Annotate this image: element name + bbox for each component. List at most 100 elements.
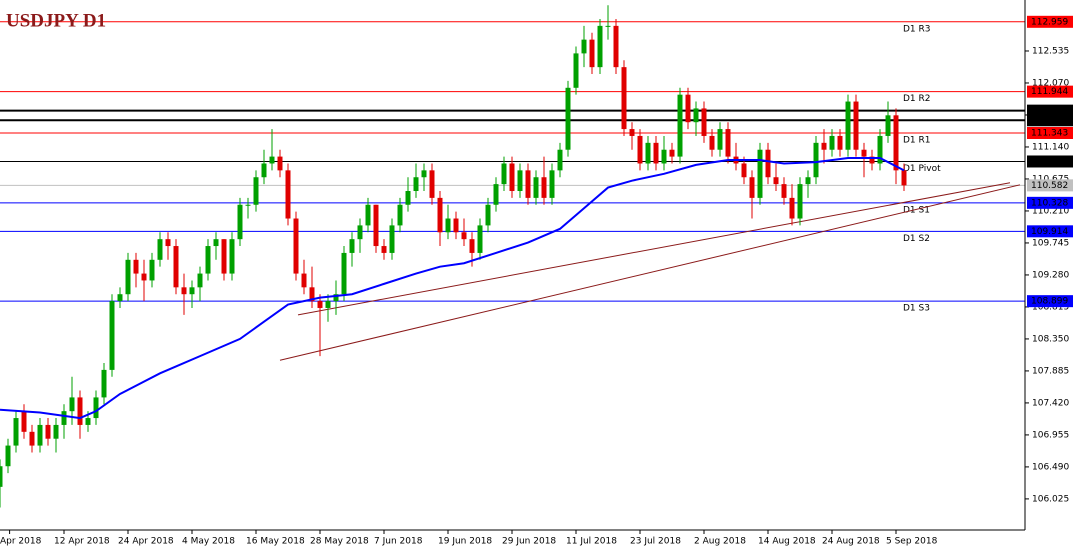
- candle-body: [261, 163, 267, 178]
- y-tick-label: 106.025: [1032, 494, 1069, 504]
- chart-title: USDJPY D1: [6, 10, 106, 31]
- x-tick-label: 24 Aug 2018: [822, 537, 880, 547]
- candle-body: [109, 301, 115, 370]
- candle-body: [773, 177, 779, 185]
- x-tick-label: 24 Apr 2018: [118, 537, 174, 547]
- level-price-box: [1027, 114, 1073, 127]
- candle-body: [317, 301, 323, 308]
- candle-body: [829, 135, 835, 150]
- candle-body: [637, 135, 643, 164]
- level-price-box: [1027, 85, 1073, 98]
- candle-body: [461, 232, 467, 240]
- y-tick-label: 107.885: [1032, 366, 1069, 376]
- candle-body: [669, 149, 675, 157]
- level-price: 112.959: [1031, 17, 1068, 27]
- candle-body: [197, 273, 203, 288]
- candle-body: [285, 170, 291, 219]
- level-price: 111.668: [1031, 106, 1068, 116]
- candle-body: [477, 225, 483, 253]
- candle-body: [37, 424, 43, 446]
- candle-body: [365, 204, 371, 226]
- y-tick-label: 112.070: [1032, 78, 1069, 88]
- candle-body: [133, 259, 139, 274]
- candle-body: [565, 87, 571, 150]
- candle-body: [621, 67, 627, 130]
- y-tick-label: 106.955: [1032, 430, 1069, 440]
- candle-body: [613, 25, 619, 68]
- candle-body: [893, 115, 899, 171]
- candle-body: [189, 287, 195, 295]
- level-price-box: [1027, 295, 1073, 308]
- candle-body: [253, 177, 259, 205]
- candle-body: [205, 246, 211, 274]
- candle-body: [341, 252, 347, 295]
- candle-body: [117, 294, 123, 302]
- candle-body: [557, 149, 563, 171]
- candle-body: [229, 239, 235, 274]
- level-price-box: [1027, 155, 1073, 168]
- candle-body: [29, 431, 35, 446]
- level-price-box: [1027, 126, 1073, 139]
- candle-body: [469, 239, 475, 253]
- level-price: 111.944: [1031, 87, 1068, 97]
- level-label: D1 S3: [903, 304, 930, 314]
- x-tick-label: 14 Aug 2018: [758, 537, 816, 547]
- candle-body: [581, 39, 587, 54]
- candle-body: [373, 204, 379, 247]
- candle-body: [549, 170, 555, 198]
- x-tick-label: 23 Jul 2018: [630, 537, 681, 547]
- candle-body: [0, 466, 3, 487]
- level-price: 110.929: [1031, 157, 1068, 167]
- y-tick-label: 112.535: [1032, 46, 1069, 56]
- candle-body: [125, 259, 131, 295]
- candle-body: [293, 218, 299, 274]
- x-tick-label: 4 May 2018: [182, 537, 235, 547]
- candle-body: [805, 177, 811, 185]
- x-tick-label: 16 May 2018: [246, 537, 305, 547]
- candle-body: [309, 287, 315, 302]
- candle-body: [653, 142, 659, 164]
- candle-body: [429, 170, 435, 198]
- candle-body: [53, 424, 59, 439]
- candle-body: [421, 170, 427, 178]
- candle-body: [437, 197, 443, 233]
- candle-body: [709, 135, 715, 150]
- level-price-box: [1027, 104, 1073, 117]
- candle-body: [885, 115, 891, 136]
- candle-body: [813, 142, 819, 178]
- x-tick-label: 2 Aug 2018: [694, 537, 746, 547]
- y-tick-label: 109.745: [1032, 238, 1069, 248]
- y-tick-label: 110.210: [1032, 206, 1069, 216]
- candle-body: [493, 184, 499, 205]
- candle-body: [853, 101, 859, 150]
- candle-body: [901, 170, 907, 186]
- x-tick-label: 5 Sep 2018: [886, 537, 938, 547]
- y-tick-label: 109.280: [1032, 270, 1069, 280]
- candle-body: [533, 177, 539, 198]
- candle-body: [789, 197, 795, 219]
- candle-body: [877, 135, 883, 164]
- candle-body: [741, 163, 747, 178]
- y-tick-label: 111.140: [1032, 142, 1069, 152]
- level-label: D1 R2: [903, 94, 931, 104]
- candle-body: [453, 218, 459, 233]
- x-tick-label: Apr 2018: [0, 537, 42, 547]
- candle-body: [677, 94, 683, 157]
- y-tick-label: 108.815: [1032, 302, 1069, 312]
- candle-body: [269, 156, 275, 164]
- level-price: 111.343: [1031, 128, 1068, 138]
- moving-average: [0, 156, 905, 420]
- x-tick-label: 28 May 2018: [310, 537, 369, 547]
- candle-body: [405, 191, 411, 205]
- candle-body: [13, 418, 19, 446]
- candle-body: [181, 287, 187, 295]
- candle-body: [69, 397, 75, 412]
- level-price: 108.899: [1031, 297, 1068, 307]
- candle-body: [573, 53, 579, 88]
- candle-body: [525, 170, 531, 198]
- y-tick-label: 106.490: [1032, 462, 1069, 472]
- candle-body: [757, 149, 763, 198]
- trendline: [297, 182, 1011, 316]
- candle-body: [717, 129, 723, 150]
- candle-body: [589, 39, 595, 68]
